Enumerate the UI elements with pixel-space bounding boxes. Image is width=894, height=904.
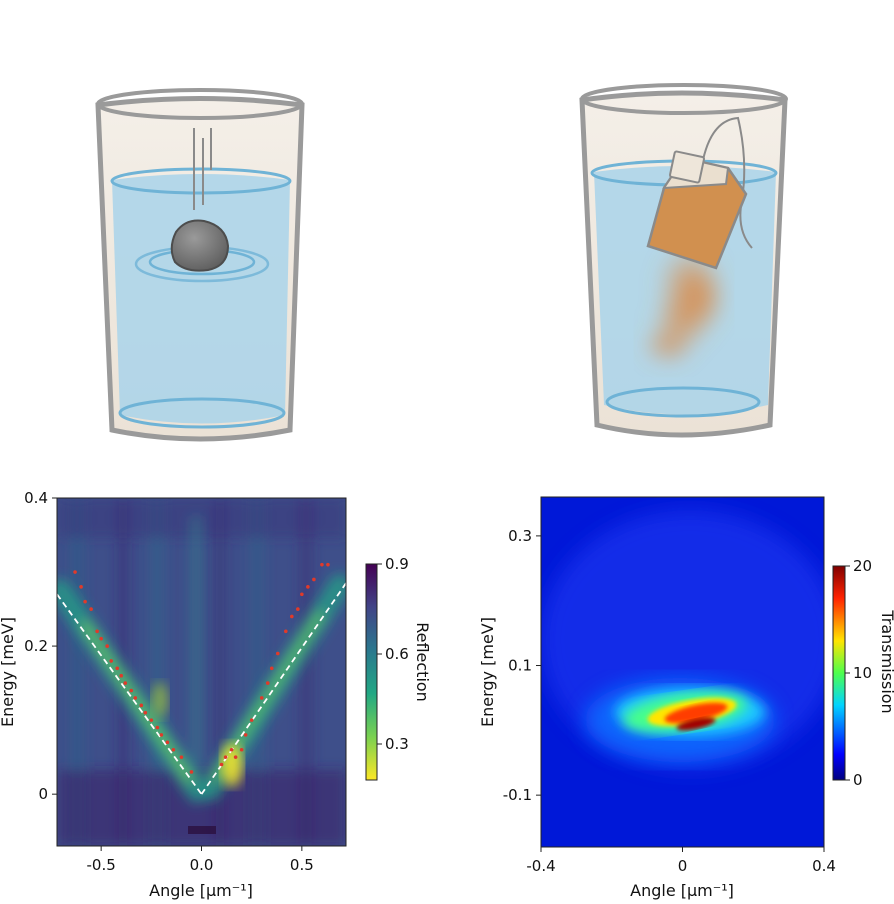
glass-with-tea-bag-illustration [579,83,788,438]
bright-spot [221,743,243,787]
tea-bag-string [702,116,753,249]
colorbar [832,565,846,781]
data-point [219,762,224,767]
dark-band [188,826,216,834]
data-point [123,681,128,685]
data-point [312,577,316,582]
dashed-guide-line [57,593,203,795]
y-axis-label: Energy [meV] [478,617,497,727]
colorbar-tick-label: 10 [853,664,872,682]
colorbar-tick-label: 0.3 [385,735,409,753]
heatmap-streaks [57,498,346,846]
data-point [133,696,138,700]
colorbar-ticks: 0 10 20 [845,557,872,789]
data-point [171,747,176,752]
data-point [95,629,99,634]
y-axis-label: Energy [meV] [0,617,17,727]
transmission-heatmap-chart: -0.4 0 0.4 -0.1 0.1 0.3 Angle [μm⁻¹] Energy [… [478,496,894,900]
x-tick-label: 0.0 [190,856,214,874]
data-point [306,585,310,589]
axis-ticks: -0.5 0.0 0.5 0 0.2 0.4 [24,489,314,874]
data-point [249,718,254,722]
data-point [239,747,244,752]
data-point [83,599,87,604]
reflection-heatmap-chart: -0.5 0.0 0.5 0 0.2 0.4 Angle [μm⁻¹] Energy [m… [0,489,432,900]
data-point [149,718,154,722]
colorbar-label: Transmission [878,609,894,713]
motion-lines [193,128,212,210]
x-tick-label: 0.4 [812,857,836,875]
data-point [265,681,270,685]
peak [676,717,716,731]
data-point [99,636,103,641]
axis-ticks: -0.4 0 0.4 -0.1 0.1 0.3 [503,527,836,875]
data-point [259,696,264,700]
data-point [105,644,109,648]
data-point [115,666,120,671]
data-point [296,607,300,611]
data-point [119,673,124,678]
dispersion-points [73,562,330,774]
x-tick-label: -0.4 [526,857,555,875]
dashed-guide-lines [57,582,346,795]
water [112,174,290,424]
data-point [129,688,134,693]
y-tick-label: 0 [38,785,48,803]
data-point [326,562,330,567]
data-point [300,592,304,597]
data-point [73,570,77,574]
colorbar-tick-label: 0.6 [385,645,409,663]
data-point [165,740,170,745]
data-point [189,770,194,774]
x-axis-label: Angle [μm⁻¹] [630,881,734,900]
data-point [143,710,148,715]
data-point [233,755,238,759]
data-point [159,733,164,737]
data-point [290,614,294,619]
y-tick-label: 0.1 [508,657,532,675]
data-point [229,747,234,752]
colorbar-tick-label: 20 [853,557,872,575]
data-point [283,629,288,634]
y-tick-label: 0.3 [508,527,532,545]
water-bottom [605,386,761,418]
glass-with-stone-illustration [95,88,305,442]
colorbar-tick-label: 0 [853,771,863,789]
glass-rim [580,83,788,115]
data-point [243,733,248,737]
water-bottom [118,397,286,429]
colorbar [365,563,378,781]
colorbar-tick-label: 0.9 [385,555,409,573]
data-point [179,755,184,759]
data-point [139,703,144,708]
water-surface [110,167,292,195]
y-tick-label: 0.2 [24,637,48,655]
x-tick-label: 0 [678,857,688,875]
colorbar-label: Reflection [413,622,432,702]
data-point [275,651,280,656]
dashed-guide-line [200,582,346,795]
y-tick-label: 0.4 [24,489,48,507]
data-point [79,585,83,589]
x-tick-label: -0.5 [87,856,116,874]
data-point [223,755,228,759]
data-point [109,659,113,663]
data-point [269,666,274,671]
stone [170,219,230,272]
tea-bag-tag [668,150,706,184]
x-axis-label: Angle [μm⁻¹] [149,881,253,900]
data-point [155,725,160,730]
x-tick-label: 0.5 [290,856,314,874]
data-point [320,562,324,567]
data-point [89,607,93,611]
y-tick-label: -0.1 [503,786,532,804]
glass-rim [96,88,304,120]
colorbar-ticks: 0.3 0.6 0.9 [377,555,409,753]
